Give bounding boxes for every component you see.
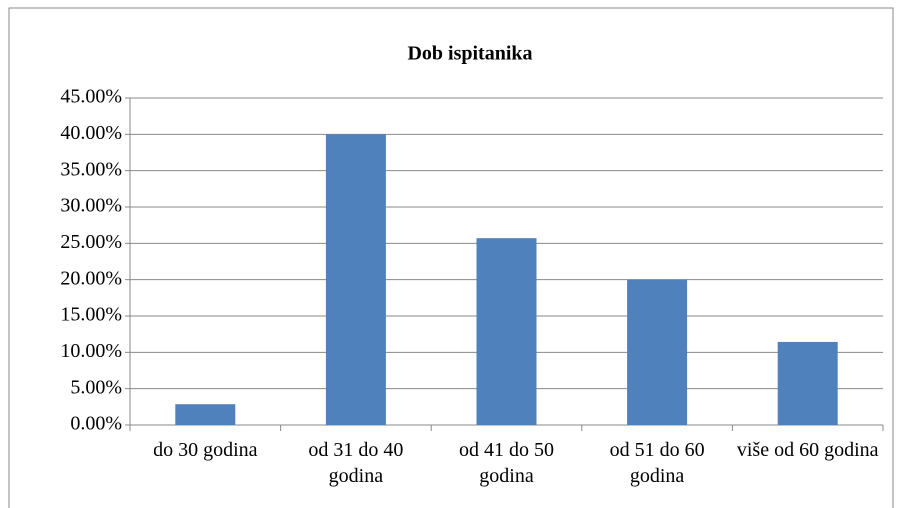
- x-tick-label: od 51 do 60 godina: [609, 439, 705, 487]
- bar: [627, 279, 688, 425]
- x-tick-label: od 41 do 50 godina: [459, 439, 554, 487]
- y-tick-label: 30.00%: [60, 195, 122, 217]
- bar: [777, 341, 838, 425]
- y-tick-label: 25.00%: [60, 231, 122, 253]
- chart-border: [8, 7, 894, 508]
- x-tick-label: više od 60 godina: [736, 439, 879, 461]
- y-tick-label: 10.00%: [60, 340, 122, 362]
- y-tick-label: 0.00%: [70, 413, 122, 435]
- chart-title: Dob ispitanika: [407, 43, 532, 65]
- x-tick-label: do 30 godina: [153, 439, 258, 461]
- bar: [175, 404, 236, 425]
- y-tick-label: 20.00%: [60, 267, 122, 289]
- bar: [476, 238, 537, 425]
- bar: [325, 134, 386, 426]
- x-tick-label: od 31 do 40 godina: [308, 439, 404, 487]
- y-tick-label: 5.00%: [70, 376, 122, 398]
- y-tick-label: 40.00%: [60, 122, 122, 144]
- y-tick-label: 35.00%: [60, 158, 122, 180]
- y-tick-label: 15.00%: [60, 304, 122, 326]
- y-tick-label: 45.00%: [60, 86, 122, 108]
